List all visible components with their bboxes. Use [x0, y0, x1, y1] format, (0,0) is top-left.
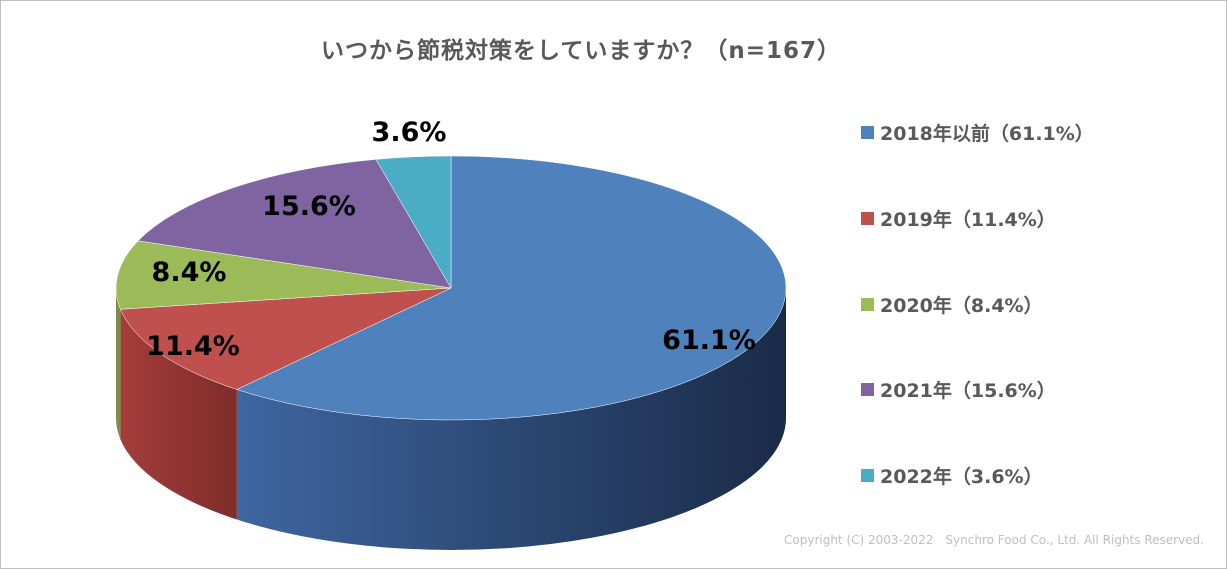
legend-swatch-2022 — [861, 468, 874, 482]
legend-label-2020: 2020年（8.4%） — [880, 294, 1043, 317]
legend-swatch-2018 — [861, 125, 874, 139]
copyright-text: Copyright (C) 2003-2022 Synchro Food Co.… — [784, 533, 1204, 547]
pie-slice-2018 — [236, 155, 787, 421]
pie-side-2020 — [116, 288, 121, 440]
legend-swatch-2020 — [861, 297, 874, 311]
legend-item-2022: 2022年（3.6%） — [861, 460, 1043, 490]
data-label-2020: 8.4% — [152, 257, 227, 288]
chart-title: いつから節税対策をしていますか？（n=167） — [321, 38, 841, 64]
pie-slice-2020 — [115, 240, 452, 310]
pie-slice-2019 — [120, 287, 452, 390]
legend-item-2019: 2019年（11.4%） — [861, 203, 1056, 233]
legend-label-2019: 2019年（11.4%） — [880, 208, 1056, 231]
data-label-2022: 3.6% — [372, 117, 447, 148]
legend-swatch-2021 — [861, 382, 874, 396]
pie-slice-2022 — [375, 155, 452, 289]
legend-swatch-2019 — [861, 211, 874, 225]
legend-label-2018: 2018年以前（61.1%） — [880, 122, 1094, 145]
legend-item-2021: 2021年（15.6%） — [861, 374, 1056, 404]
legend-item-2020: 2020年（8.4%） — [861, 289, 1043, 319]
data-label-2019: 11.4% — [146, 331, 240, 362]
legend-label-2021: 2021年（15.6%） — [880, 379, 1056, 402]
legend-item-2018: 2018年以前（61.1%） — [861, 117, 1094, 147]
data-label-2018: 61.1% — [662, 325, 756, 356]
pie-side-2018 — [236, 288, 786, 550]
pie-side-2019 — [120, 309, 237, 520]
data-label-2021: 15.6% — [262, 191, 356, 222]
pie-slice-2021 — [137, 159, 452, 289]
legend-label-2022: 2022年（3.6%） — [880, 465, 1043, 488]
